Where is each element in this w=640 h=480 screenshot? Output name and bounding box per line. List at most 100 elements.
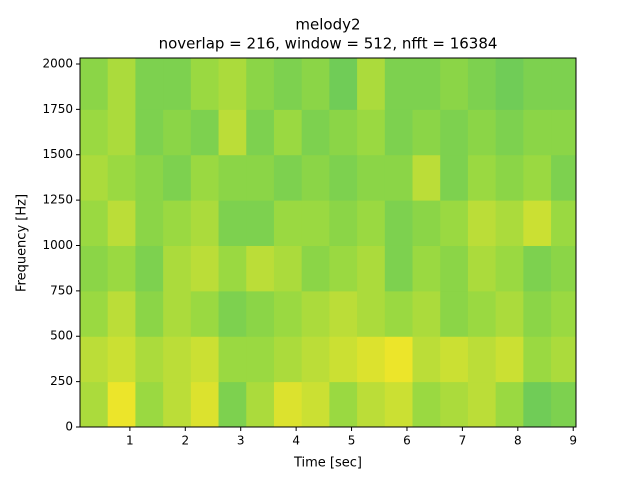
spectrogram-cell	[495, 245, 524, 292]
chart-subtitle: noverlap = 216, window = 512, nfft = 163…	[159, 35, 498, 53]
spectrogram-cell	[384, 245, 414, 292]
spectrogram-cell	[329, 109, 358, 156]
spectrogram-cell	[329, 336, 358, 383]
spectrogram-cell	[551, 109, 577, 156]
y-tick-label: 1500	[42, 147, 73, 161]
spectrogram-cell	[301, 381, 330, 428]
spectrogram-cell	[273, 381, 303, 428]
spectrogram-cell	[190, 381, 220, 428]
spectrogram-cell	[301, 58, 330, 110]
spectrogram-cell	[301, 290, 330, 337]
spectrogram-cell	[107, 58, 136, 110]
y-tick-label: 2000	[42, 56, 73, 70]
spectrogram-cell	[190, 58, 220, 110]
chart-title: melody2	[295, 16, 360, 34]
spectrogram-cell	[301, 200, 330, 246]
spectrogram-cell	[329, 58, 358, 110]
spectrogram-cell	[218, 200, 247, 246]
spectrogram-cell	[523, 290, 552, 337]
spectrogram-cell	[218, 154, 247, 201]
axes-frame	[79, 57, 577, 428]
spectrogram-cell	[495, 58, 524, 110]
spectrogram-cell	[467, 381, 497, 428]
spectrogram-cell	[329, 245, 358, 292]
spectrogram-cell	[412, 290, 441, 337]
spectrogram-cell	[467, 154, 497, 201]
spectrogram-cell	[80, 154, 109, 201]
spectrogram-cell	[467, 58, 497, 110]
spectrogram-cell	[190, 290, 220, 337]
spectrogram-cell	[163, 381, 192, 428]
spectrogram-cell	[273, 109, 303, 156]
y-axis-label: Frequency [Hz]	[15, 194, 30, 292]
spectrogram-cell	[301, 336, 330, 383]
spectrogram-cell	[246, 109, 275, 156]
x-tick-label: 5	[348, 434, 356, 448]
spectrogram-cell	[357, 58, 386, 110]
x-axis-label: Time [sec]	[293, 456, 362, 471]
spectrogram-cell	[440, 336, 469, 383]
spectrogram-cell	[357, 200, 386, 246]
spectrogram-cell	[357, 336, 386, 383]
spectrogram-cell	[301, 245, 330, 292]
spectrogram-cell	[190, 154, 220, 201]
spectrogram-cell	[246, 290, 275, 337]
spectrogram-cell	[495, 336, 524, 383]
spectrogram-cell	[273, 154, 303, 201]
spectrogram-cell	[246, 245, 275, 292]
y-tick-label: 1750	[42, 102, 73, 116]
spectrogram-cell	[551, 154, 577, 201]
spectrogram-cell	[467, 245, 497, 292]
spectrogram-cell	[384, 58, 414, 110]
spectrogram-cell	[190, 200, 220, 246]
spectrogram-cell	[163, 336, 192, 383]
y-tick-label: 1000	[42, 238, 73, 252]
spectrogram-cell	[80, 290, 109, 337]
spectrogram-cell	[80, 245, 109, 292]
plot-area	[80, 58, 577, 428]
spectrogram-cell	[551, 290, 577, 337]
spectrogram-cell	[551, 336, 577, 383]
spectrogram-cell	[301, 154, 330, 201]
x-tick-label: 9	[569, 434, 577, 448]
spectrogram-cell	[135, 200, 164, 246]
spectrogram-cell	[384, 200, 414, 246]
spectrogram-cell	[495, 381, 524, 428]
spectrogram-cell	[218, 381, 247, 428]
spectrogram-cell	[357, 381, 386, 428]
spectrogram-cell	[384, 290, 414, 337]
spectrogram-cell	[412, 154, 441, 201]
spectrogram-cell	[163, 200, 192, 246]
spectrogram-cell	[467, 200, 497, 246]
spectrogram-cell	[107, 336, 136, 383]
spectrogram-cell	[273, 290, 303, 337]
spectrogram-cell	[412, 381, 441, 428]
spectrogram-cell	[246, 154, 275, 201]
spectrogram-cell	[163, 154, 192, 201]
spectrogram-cell	[440, 154, 469, 201]
spectrogram-cell	[440, 58, 469, 110]
spectrogram-cell	[107, 200, 136, 246]
spectrogram-cell	[440, 245, 469, 292]
spectrogram-cell	[551, 58, 577, 110]
spectrogram-cell	[551, 245, 577, 292]
spectrogram-cell	[273, 200, 303, 246]
x-tick-label: 1	[126, 434, 134, 448]
spectrogram-cell	[80, 200, 109, 246]
spectrogram-cell	[163, 245, 192, 292]
spectrogram-cell	[246, 381, 275, 428]
spectrogram-cell	[357, 154, 386, 201]
spectrogram-cell	[384, 381, 414, 428]
spectrogram-cell	[467, 109, 497, 156]
x-tick-label: 8	[514, 434, 522, 448]
spectrogram-cell	[495, 154, 524, 201]
spectrogram-cell	[523, 154, 552, 201]
spectrogram-cell	[135, 336, 164, 383]
spectrogram-cell	[273, 245, 303, 292]
spectrogram-cell	[467, 290, 497, 337]
spectrogram-cell	[218, 58, 247, 110]
spectrogram-cell	[135, 109, 164, 156]
spectrogram-cell	[190, 245, 220, 292]
spectrogram-cell	[551, 200, 577, 246]
spectrogram-cell	[523, 200, 552, 246]
